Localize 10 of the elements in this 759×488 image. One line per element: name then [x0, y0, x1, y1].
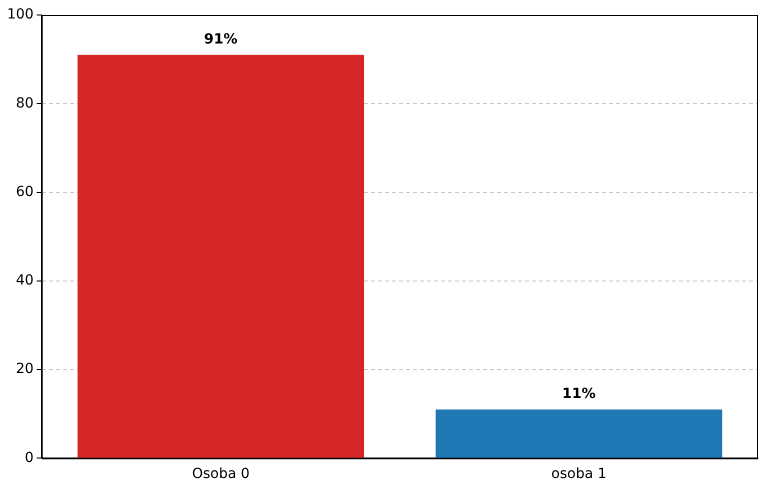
- x-tick-label: osoba 1: [551, 466, 607, 482]
- y-tick-label: 20: [16, 361, 34, 378]
- y-tick-label: 60: [16, 184, 34, 200]
- y-tick-label: 40: [16, 272, 34, 289]
- data-label: 91%: [204, 32, 238, 48]
- data-label: 11%: [562, 386, 596, 402]
- y-tick-label: 0: [24, 450, 34, 466]
- y-tick-label: 100: [6, 6, 34, 23]
- x-tick-label: Osoba 0: [192, 466, 250, 482]
- y-tick-label: 80: [16, 95, 34, 112]
